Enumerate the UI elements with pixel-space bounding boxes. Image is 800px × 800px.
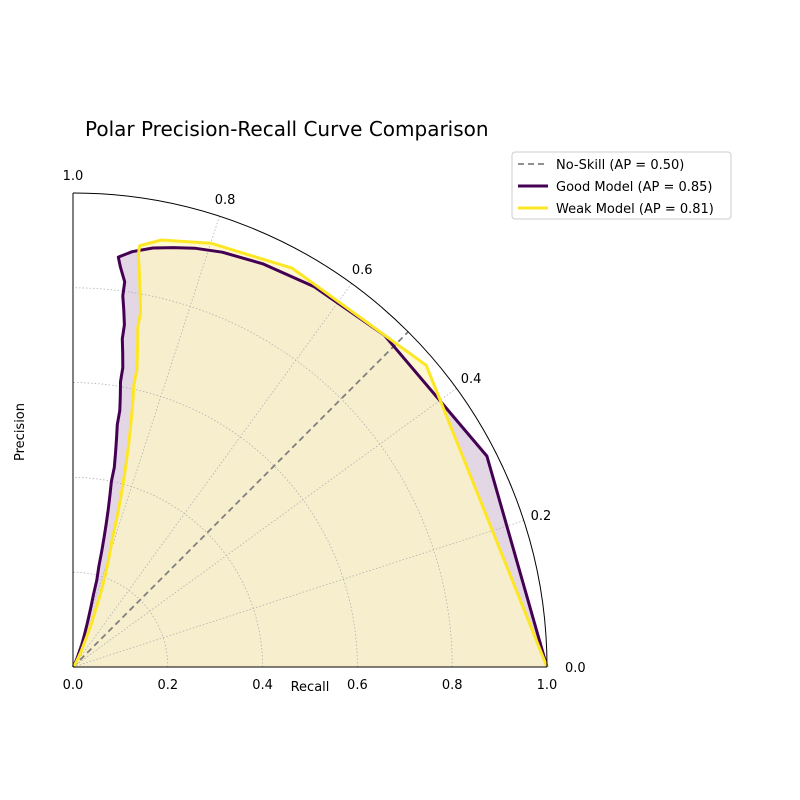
x-tick-label-3: 0.6	[347, 678, 368, 693]
series-fill-2	[73, 240, 547, 667]
outer-arc	[72, 192, 548, 668]
x-tick-label-2: 0.4	[252, 678, 273, 693]
legend-label-2: Weak Model (AP = 0.81)	[556, 202, 714, 217]
x-tick-label-1: 0.2	[157, 678, 178, 693]
legend-label-0: No-Skill (AP = 0.50)	[556, 158, 684, 173]
legend-label-1: Good Model (AP = 0.85)	[556, 180, 713, 195]
legend-box	[511, 151, 732, 220]
y-axis-label: Precision	[13, 403, 28, 461]
angle-tick-label-4: 0.8	[215, 193, 236, 208]
axes-frame	[72, 192, 548, 668]
tick-labels: 0.0 0.2 0.4 0.6 0.8 1.0 0.0 0.2 0.4 0.6 0.8 1.0	[63, 169, 586, 693]
grid-arc-3	[72, 287, 453, 668]
angle-tick-label-2: 0.4	[461, 372, 482, 387]
series-curve-1	[71, 246, 549, 668]
angle-tick-label-1: 0.2	[531, 509, 552, 524]
x-axis-label: Recall	[291, 680, 330, 695]
series-curve-2	[71, 238, 549, 668]
x-tick-label-4: 0.8	[442, 678, 463, 693]
angle-tick-label-3: 0.6	[352, 263, 373, 278]
x-tick-label-0: 0.0	[63, 678, 84, 693]
angle-tick-label-0: 0.0	[565, 661, 586, 676]
legend: No-Skill (AP = 0.50) Good Model (AP = 0.8…	[511, 151, 732, 220]
series-curves	[71, 238, 549, 668]
series-fills	[73, 240, 547, 667]
x-tick-label-5: 1.0	[537, 678, 558, 693]
series-curve-0	[72, 331, 409, 668]
chart-title: Polar Precision-Recall Curve Comparison	[85, 117, 489, 141]
grid-arc-1	[72, 477, 263, 668]
angle-tick-label-5: 1.0	[63, 169, 84, 184]
